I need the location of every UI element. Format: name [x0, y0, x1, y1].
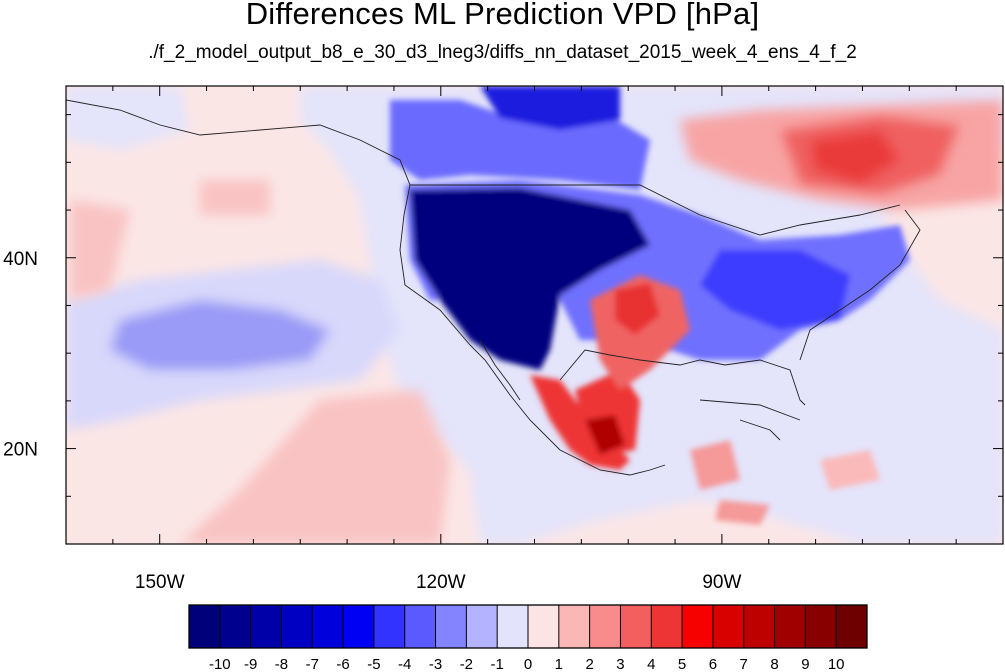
colorbar-label: 2: [585, 656, 593, 672]
colorbar-label: -5: [367, 656, 380, 672]
colorbar-label: -7: [306, 656, 319, 672]
colorbar-label: -8: [275, 656, 288, 672]
colorbar-label: 5: [678, 656, 686, 672]
colorbar-swatch: [620, 605, 652, 648]
colorbar-swatch: [712, 605, 745, 648]
lat-tick-label: 20N: [3, 440, 38, 461]
colorbar-label: 0: [524, 656, 532, 672]
colorbar-label: 10: [828, 656, 845, 672]
colorbar-swatch: [743, 605, 776, 648]
colorbar-swatch: [805, 605, 837, 648]
colorbar-swatch: [250, 605, 282, 648]
colorbar-swatch: [435, 605, 467, 648]
colorbar-swatch: [404, 605, 437, 648]
colorbar-swatch: [281, 605, 313, 648]
colorbar-swatch: [528, 605, 560, 648]
lat-tick-label: 40N: [3, 249, 38, 270]
colorbar-label: 7: [740, 656, 748, 672]
colorbar-label: -3: [429, 656, 442, 672]
colorbar-label: -6: [336, 656, 349, 672]
page-subtitle: ./f_2_model_output_b8_e_30_d3_lneg3/diff…: [148, 42, 857, 63]
page-title: Differences ML Prediction VPD [hPa]: [245, 0, 760, 31]
colorbar-swatch: [497, 605, 529, 648]
lon-tick-label: 90W: [702, 572, 741, 593]
colorbar-label: 4: [647, 656, 655, 672]
map-field: [66, 86, 1003, 544]
colorbar-label: -4: [398, 656, 411, 672]
colorbar-swatch: [589, 605, 621, 648]
colorbar: -10 -9 -8 -7 -6 -5 -4 -3 -2 -1 0 1 2 3 4 5 6 7 8 9 10: [188, 604, 868, 672]
colorbar-label: -9: [244, 656, 257, 672]
colorbar-swatch: [373, 605, 406, 648]
colorbar-swatch: [312, 605, 344, 648]
colorbar-label: -1: [491, 656, 504, 672]
colorbar-swatch: [774, 605, 806, 648]
colorbar-label: -2: [460, 656, 473, 672]
colorbar-label: 1: [555, 656, 563, 672]
colorbar-swatch: [219, 605, 252, 648]
colorbar-label: 6: [709, 656, 717, 672]
axis-ticks: 150W 120W 90W 40N 20N: [3, 86, 1004, 593]
lon-tick-label: 120W: [416, 572, 466, 593]
colorbar-label: 8: [770, 656, 778, 672]
colorbar-swatch: [682, 605, 714, 648]
colorbar-swatch: [343, 605, 375, 648]
colorbar-swatch: [836, 605, 868, 648]
lon-tick-label: 150W: [135, 572, 185, 593]
colorbar-label: 9: [801, 656, 809, 672]
colorbar-swatch: [651, 605, 683, 648]
colorbar-swatch: [558, 605, 591, 648]
colorbar-swatch: [189, 605, 221, 648]
colorbar-label: 3: [616, 656, 624, 672]
colorbar-label: -10: [209, 656, 231, 672]
colorbar-swatch: [466, 605, 498, 648]
